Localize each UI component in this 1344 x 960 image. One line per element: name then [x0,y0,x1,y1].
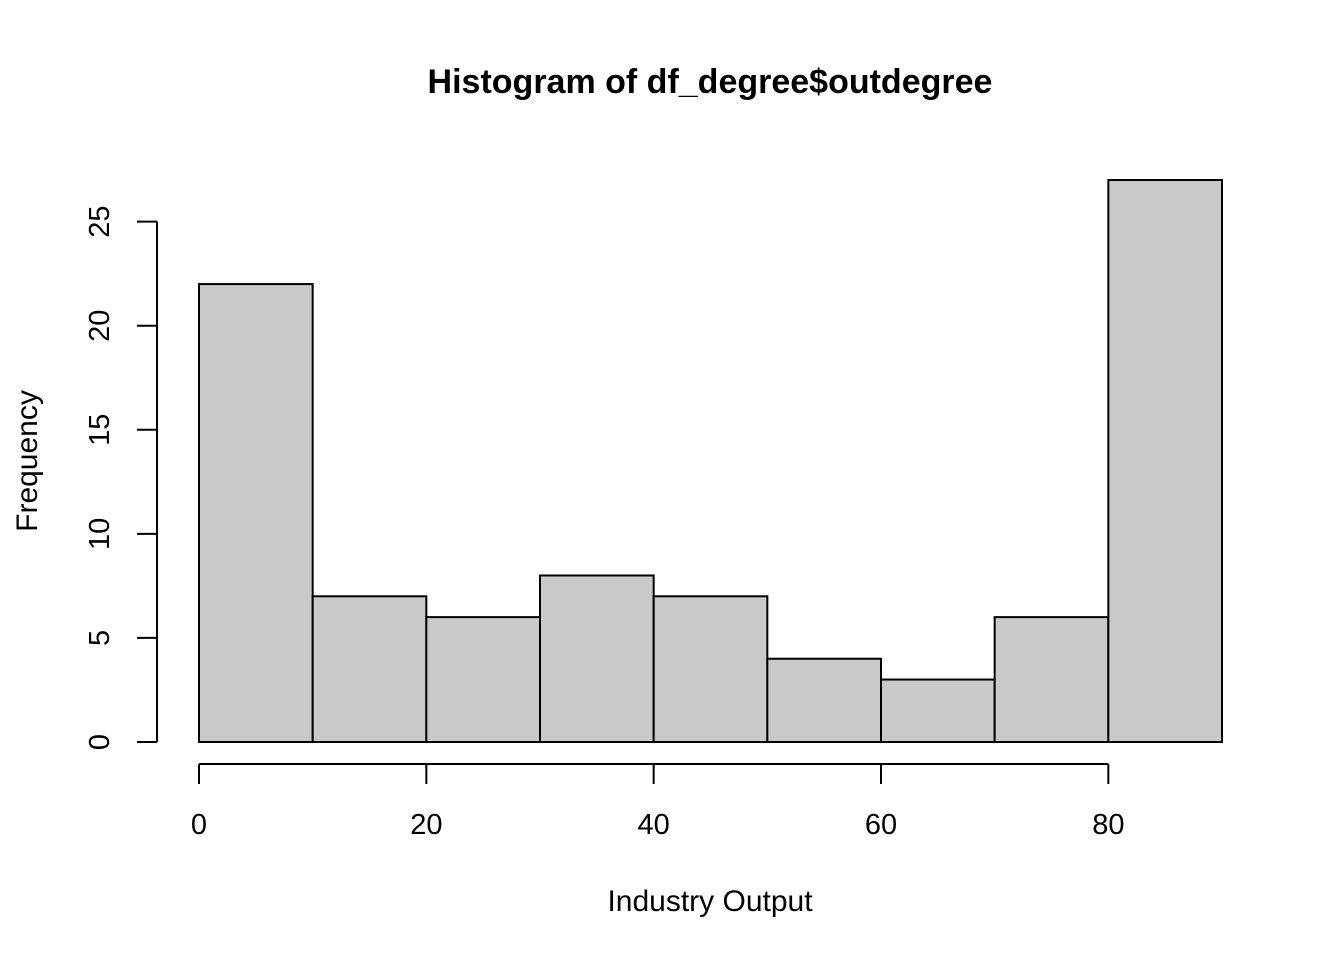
histogram-bar-7 [993,616,1110,743]
histogram-bar-3 [539,574,655,744]
histogram-bar-2 [425,616,542,743]
y-tick-label-5: 5 [84,630,116,646]
x-tick-label-40: 40 [638,809,670,841]
histogram-bar-8 [1107,179,1224,743]
x-tick-label-80: 80 [1092,809,1124,841]
x-tick-label-0: 0 [191,809,207,841]
chart-title: Histogram of df_degree$outdegree [428,63,993,101]
x-tick-label-60: 60 [865,809,897,841]
y-tick-label-0: 0 [84,734,116,750]
histogram-bar-1 [311,595,428,744]
bars-group [198,179,1224,744]
y-tick-label-15: 15 [84,414,116,446]
x-axis: 0 20 40 60 80 [191,763,1124,841]
y-axis-label: Frequency [11,390,44,532]
histogram-bar-0 [198,283,314,743]
y-tick-label-20: 20 [84,310,116,342]
x-axis-label: Industry Output [607,885,813,918]
y-tick-label-10: 10 [84,518,116,550]
histogram-bar-6 [880,678,996,743]
y-axis: 0 5 10 15 20 25 [84,205,158,750]
histogram-bar-4 [652,595,769,744]
x-tick-label-20: 20 [410,809,442,841]
y-tick-label-25: 25 [84,205,116,237]
histogram-bar-5 [766,657,882,743]
